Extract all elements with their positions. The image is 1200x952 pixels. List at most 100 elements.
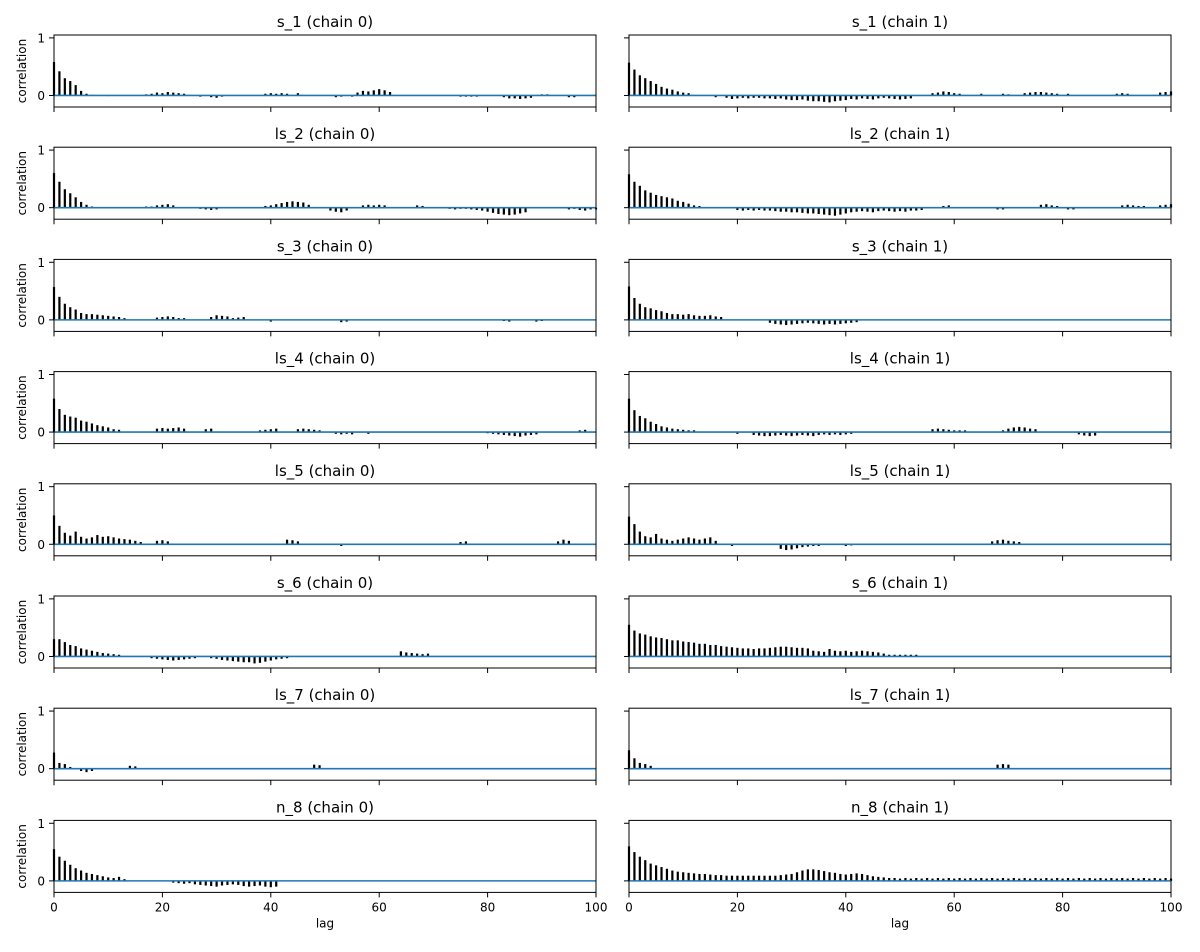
acf-bar xyxy=(155,540,159,545)
acf-bar xyxy=(63,78,66,96)
acf-bar xyxy=(85,204,88,208)
acf-bar xyxy=(210,95,213,98)
acf-bar xyxy=(296,93,299,96)
acf-bar xyxy=(768,95,772,99)
y-tick-label: 0 xyxy=(37,201,45,215)
acf-bar xyxy=(958,878,961,881)
acf-bar xyxy=(285,93,289,96)
acf-bar xyxy=(85,768,88,773)
acf-bar xyxy=(578,430,581,433)
acf-bar xyxy=(963,430,967,433)
acf-bar xyxy=(779,319,782,325)
acf-bar xyxy=(513,95,516,99)
acf-bar xyxy=(567,95,570,98)
acf-bar xyxy=(953,430,956,433)
acf-bar xyxy=(730,544,734,547)
acf-bar xyxy=(898,878,902,881)
acf-bar xyxy=(871,95,874,100)
acf-bar xyxy=(1077,878,1080,881)
acf-bar xyxy=(736,207,739,210)
acf-bar xyxy=(1066,93,1070,96)
acf-bar xyxy=(844,207,847,214)
acf-bar xyxy=(909,654,912,657)
acf-bar xyxy=(220,656,224,660)
acf-bar xyxy=(855,95,858,100)
acf-bar xyxy=(101,653,104,657)
acf-bar xyxy=(671,870,674,881)
acf-bar xyxy=(741,875,744,881)
acf-bar xyxy=(768,647,772,657)
acf-bar xyxy=(828,95,831,103)
acf-bar xyxy=(730,875,734,881)
y-tick-label: 1 xyxy=(37,592,45,606)
acf-bar xyxy=(893,654,896,657)
acf-bar xyxy=(1018,541,1021,545)
acf-bar xyxy=(123,318,126,320)
acf-bar xyxy=(1148,878,1151,881)
acf-bar xyxy=(372,205,375,208)
acf-bar xyxy=(633,181,636,208)
x-tick-label: 80 xyxy=(1055,900,1070,914)
acf-bar xyxy=(980,93,983,96)
acf-bar xyxy=(801,647,804,657)
acf-bar xyxy=(655,424,658,433)
acf-bar xyxy=(844,432,847,435)
acf-bar xyxy=(752,207,755,211)
acf-bar xyxy=(866,651,869,657)
y-tick-label: 1 xyxy=(37,480,45,494)
acf-bar xyxy=(318,430,321,433)
axes-frame xyxy=(628,819,1172,893)
acf-bar xyxy=(215,880,218,887)
acf-bar xyxy=(215,315,218,320)
acf-bar xyxy=(80,420,83,433)
acf-bar xyxy=(80,201,83,208)
acf-bar xyxy=(633,852,636,881)
acf-bar xyxy=(80,312,83,320)
panel-title: s_6 (chain 1) xyxy=(852,574,948,593)
acf-bar xyxy=(1131,878,1135,881)
acf-bar xyxy=(850,873,853,881)
x-tick-label: 0 xyxy=(50,900,58,914)
acf-bar xyxy=(860,873,864,881)
acf-bar xyxy=(275,656,278,660)
acf-bar xyxy=(936,428,940,433)
axes-frame xyxy=(628,707,1172,781)
acf-bar xyxy=(1034,429,1037,433)
acf-bar xyxy=(1121,205,1124,208)
acf-bar xyxy=(915,207,918,211)
acf-bar xyxy=(1007,540,1010,545)
acf-bar xyxy=(177,318,180,320)
acf-bar xyxy=(334,207,337,212)
panel-title: ls_7 (chain 1) xyxy=(850,686,950,705)
acf-bar xyxy=(931,93,934,96)
acf-bar xyxy=(166,316,169,320)
acf-bar xyxy=(69,307,72,320)
acf-bar xyxy=(633,297,636,320)
acf-bar xyxy=(790,544,793,550)
acf-bar xyxy=(459,541,462,545)
acf-bar xyxy=(345,207,348,211)
acf-bar xyxy=(123,539,126,545)
acf-bar xyxy=(958,430,961,433)
acf-bar xyxy=(253,656,256,664)
acf-bar xyxy=(785,432,788,436)
acf-bar xyxy=(812,95,815,102)
acf-bar xyxy=(823,871,826,881)
acf-bar xyxy=(866,875,869,881)
acf-bar xyxy=(779,95,782,99)
acf-bar xyxy=(258,656,262,663)
acf-bar xyxy=(828,207,831,216)
acf-bar xyxy=(757,95,761,98)
acf-bar xyxy=(1164,92,1167,96)
y-tick-label: 1 xyxy=(37,144,45,158)
acf-bar xyxy=(367,204,370,208)
acf-bar xyxy=(866,95,869,99)
acf-bar xyxy=(1039,92,1043,96)
acf-bar xyxy=(242,656,245,663)
acf-bar xyxy=(101,315,104,320)
acf-bar xyxy=(80,648,83,657)
acf-bar xyxy=(58,71,61,96)
acf-bar xyxy=(107,653,110,657)
acf-bar xyxy=(107,315,110,320)
acf-bar xyxy=(736,875,739,881)
